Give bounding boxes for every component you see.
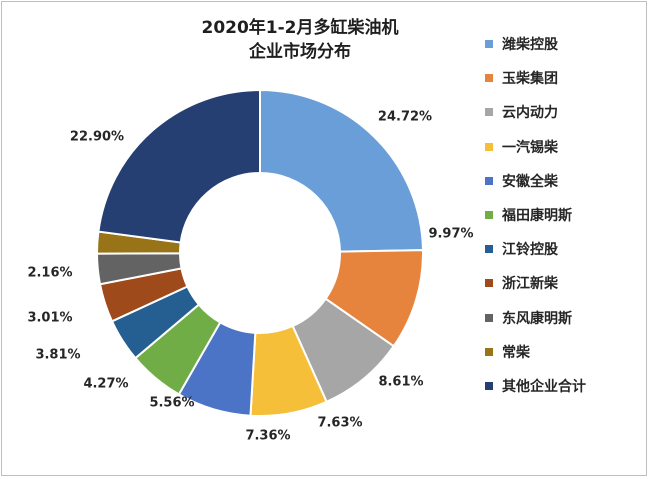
legend-label: 东风康明斯 [502, 310, 572, 327]
legend-swatch [485, 40, 493, 48]
legend-swatch [485, 176, 493, 185]
legend-swatch [485, 142, 493, 151]
legend-label: 常柴 [502, 344, 530, 361]
data-label: 7.63% [317, 416, 362, 431]
legend-item: 玉柴集团 [485, 68, 558, 88]
legend-label: 浙江新柴 [502, 276, 558, 293]
legend-swatch [485, 279, 493, 288]
legend-swatch [485, 74, 493, 83]
donut-slice [259, 88, 424, 253]
donut-slice [97, 88, 261, 244]
chart-title: 2020年1-2月多缸柴油机 企业市场分布 [150, 16, 450, 64]
legend-label: 玉柴集团 [502, 71, 558, 88]
legend-item: 一汽锡柴 [485, 137, 558, 157]
legend-label: 云内动力 [502, 105, 558, 122]
legend-item: 其他企业合计 [485, 376, 586, 396]
legend-swatch [485, 245, 493, 254]
data-label: 8.61% [378, 375, 423, 390]
legend-item: 潍柴控股 [485, 34, 558, 54]
legend-item: 东风康明斯 [485, 308, 572, 328]
chart-title-line-1: 2020年1-2月多缸柴油机 [201, 18, 399, 38]
legend-label: 福田康明斯 [502, 208, 572, 224]
data-label: 7.36% [245, 429, 290, 444]
chart-title-line-2: 企业市场分布 [249, 42, 351, 62]
legend-label: 潍柴控股 [502, 37, 558, 53]
data-label: 4.27% [83, 377, 128, 392]
data-label: 24.72% [378, 110, 432, 125]
legend-swatch [485, 108, 493, 117]
legend-swatch [485, 382, 493, 390]
legend-swatch [485, 211, 493, 219]
legend-label: 其他企业合计 [502, 379, 586, 395]
legend-item: 常柴 [485, 342, 530, 362]
legend-label: 安徽全柴 [502, 173, 558, 190]
legend-swatch [485, 347, 493, 356]
legend-item: 云内动力 [485, 102, 558, 122]
data-label: 22.90% [70, 130, 124, 145]
data-label: 2.16% [27, 266, 72, 281]
data-label: 3.81% [35, 348, 80, 363]
legend-item: 浙江新柴 [485, 273, 558, 293]
legend-label: 江铃控股 [502, 242, 558, 259]
legend-item: 安徽全柴 [485, 171, 558, 191]
legend-item: 江铃控股 [485, 239, 558, 259]
legend-label: 一汽锡柴 [502, 139, 558, 156]
legend-swatch [485, 313, 493, 322]
legend-item: 福田康明斯 [485, 205, 572, 225]
data-label: 3.01% [27, 311, 72, 326]
data-label: 9.97% [428, 227, 473, 242]
data-label: 5.56% [149, 396, 194, 411]
